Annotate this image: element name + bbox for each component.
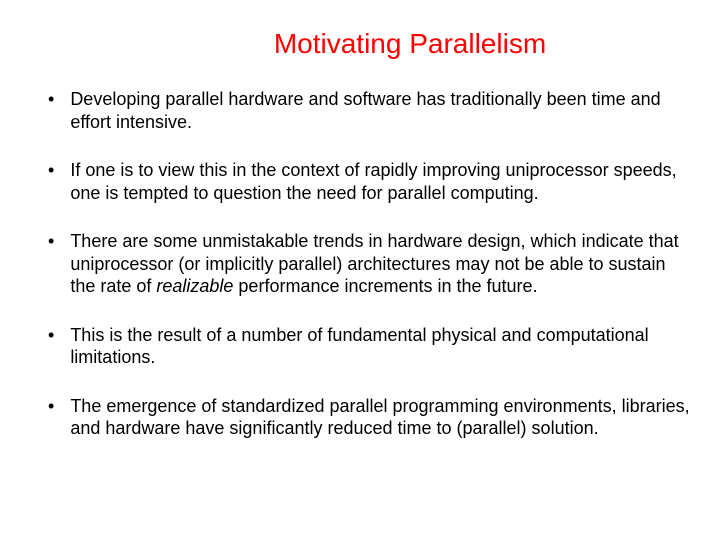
bullet-marker: • [48, 324, 54, 347]
bullet-text: If one is to view this in the context of… [70, 159, 690, 204]
bullet-post: performance increments in the future. [233, 276, 537, 296]
bullet-marker: • [48, 230, 54, 253]
slide-title: Motivating Parallelism [30, 28, 690, 60]
bullet-marker: • [48, 159, 54, 182]
bullet-text: Developing parallel hardware and softwar… [70, 88, 690, 133]
bullet-marker: • [48, 88, 54, 111]
bullet-text: There are some unmistakable trends in ha… [70, 230, 690, 298]
list-item: • There are some unmistakable trends in … [48, 230, 690, 298]
bullet-list: • Developing parallel hardware and softw… [30, 88, 690, 440]
bullet-text: This is the result of a number of fundam… [70, 324, 690, 369]
list-item: • The emergence of standardized parallel… [48, 395, 690, 440]
list-item: • Developing parallel hardware and softw… [48, 88, 690, 133]
bullet-italic: realizable [156, 276, 233, 296]
list-item: • If one is to view this in the context … [48, 159, 690, 204]
list-item: • This is the result of a number of fund… [48, 324, 690, 369]
bullet-marker: • [48, 395, 54, 418]
bullet-text: The emergence of standardized parallel p… [70, 395, 690, 440]
